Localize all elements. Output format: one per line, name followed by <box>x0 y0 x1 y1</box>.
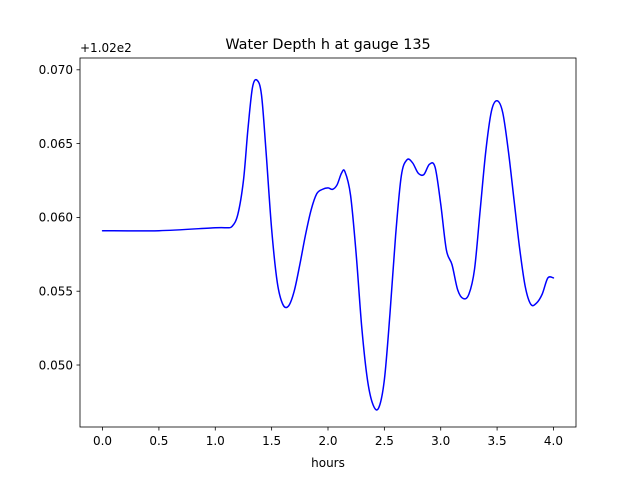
x-tick-label: 1.5 <box>262 434 281 448</box>
x-tick-label: 2.0 <box>318 434 337 448</box>
x-tick-label: 0.0 <box>93 434 112 448</box>
y-tick-label: 0.050 <box>39 358 73 372</box>
plot-frame <box>79 57 577 428</box>
plot-area <box>79 57 577 428</box>
y-tick-label: 0.055 <box>39 285 73 299</box>
x-tick-label: 1.0 <box>206 434 225 448</box>
x-tick-label: 3.0 <box>431 434 450 448</box>
y-axis-ticks: 0.050 0.055 0.060 0.065 0.070 <box>39 63 80 372</box>
y-tick-label: 0.065 <box>39 137 73 151</box>
x-axis-ticks: 0.0 0.5 1.0 1.5 2.0 2.5 3.0 3.5 4.0 <box>93 427 563 448</box>
series-line-water-depth <box>101 78 555 411</box>
x-tick-label: 0.5 <box>149 434 168 448</box>
y-axis-offset-label: +1.02e2 <box>80 41 132 55</box>
chart-title: Water Depth h at gauge 135 <box>225 37 430 53</box>
x-axis-label: hours <box>311 456 345 470</box>
x-tick-label: 3.5 <box>488 434 507 448</box>
x-tick-label: 4.0 <box>544 434 563 448</box>
y-tick-label: 0.070 <box>39 63 73 77</box>
y-tick-label: 0.060 <box>39 211 73 225</box>
x-tick-label: 2.5 <box>375 434 394 448</box>
